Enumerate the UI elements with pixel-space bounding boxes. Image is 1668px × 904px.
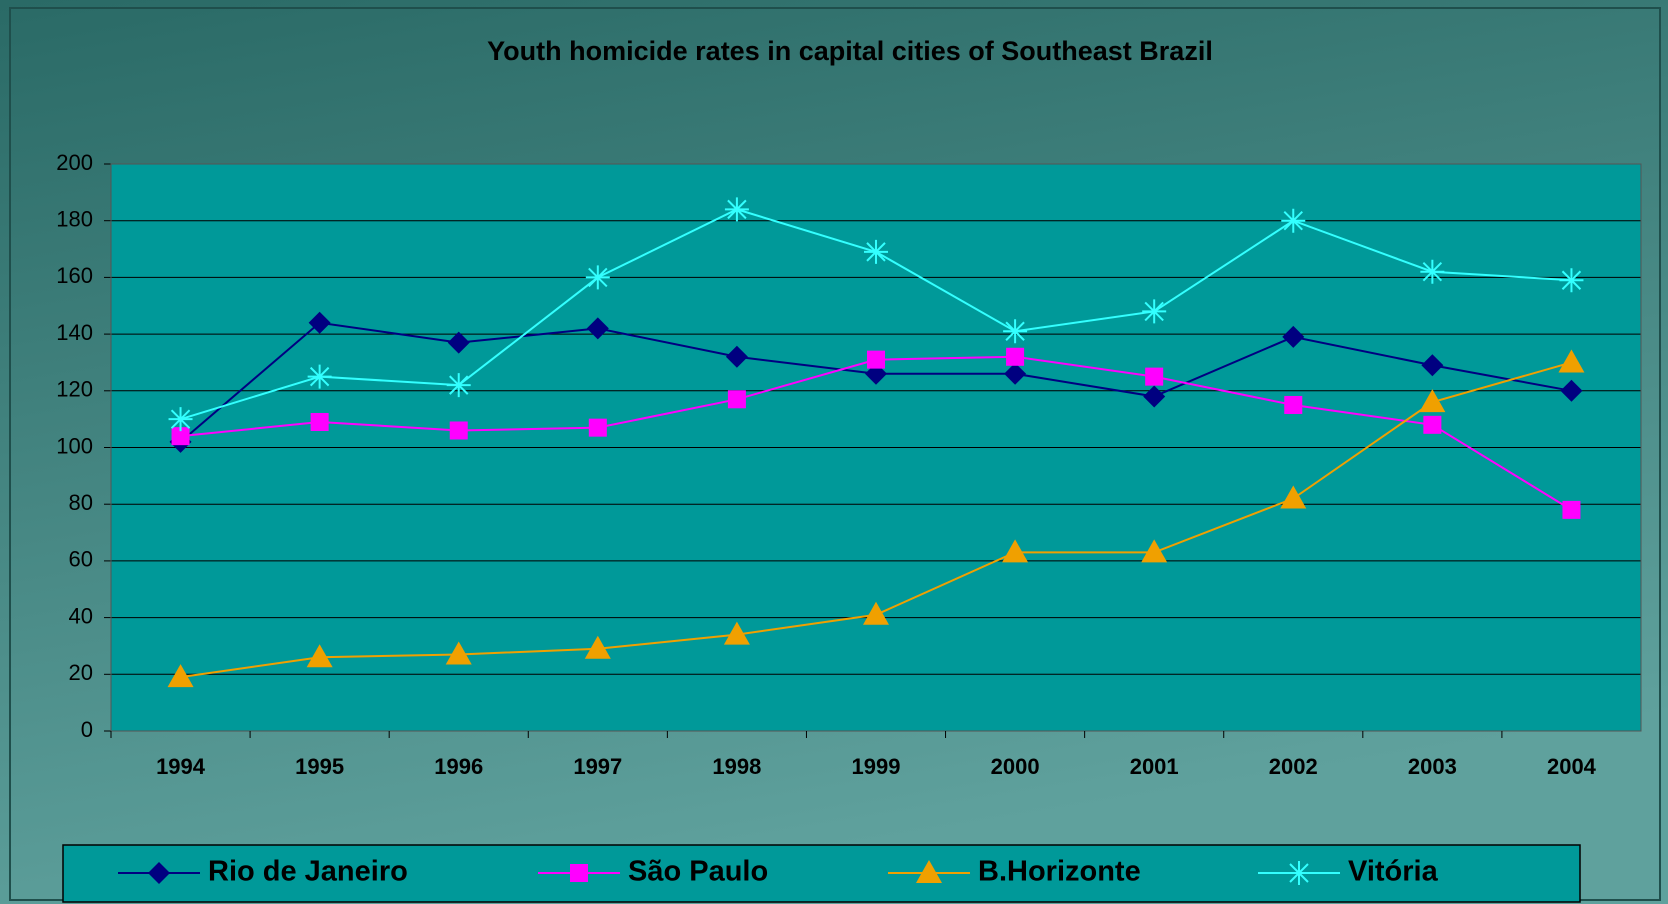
- marker: [308, 365, 332, 389]
- chart: Youth homicide rates in capital cities o…: [0, 0, 1668, 904]
- x-tick-label: 1997: [573, 754, 622, 779]
- marker: [725, 197, 749, 221]
- marker: [1284, 396, 1302, 414]
- y-tick-label: 40: [69, 603, 93, 628]
- legend-label: Vitória: [1348, 856, 1439, 888]
- x-tick-label: 2002: [1269, 754, 1318, 779]
- y-tick-label: 20: [69, 660, 93, 685]
- x-tick-label: 1999: [852, 754, 901, 779]
- marker: [586, 265, 610, 289]
- marker: [864, 240, 888, 264]
- x-tick-label: 1995: [295, 754, 344, 779]
- marker: [867, 351, 885, 369]
- marker: [1420, 260, 1444, 284]
- legend-label: B.Horizonte: [978, 856, 1141, 888]
- marker: [1145, 368, 1163, 386]
- x-tick-label: 2004: [1547, 754, 1597, 779]
- marker: [1287, 861, 1311, 885]
- marker: [447, 373, 471, 397]
- y-tick-label: 160: [56, 263, 93, 288]
- marker: [1423, 416, 1441, 434]
- marker: [1281, 209, 1305, 233]
- page: {"chart_data": {"type": "line", "title":…: [0, 0, 1668, 904]
- x-tick-label: 1994: [156, 754, 206, 779]
- y-tick-label: 120: [56, 377, 93, 402]
- marker: [1562, 501, 1580, 519]
- marker: [1006, 348, 1024, 366]
- marker: [1559, 268, 1583, 292]
- x-tick-label: 2003: [1408, 754, 1457, 779]
- y-tick-label: 180: [56, 207, 93, 232]
- marker: [169, 407, 193, 431]
- legend-label: Rio de Janeiro: [208, 856, 408, 888]
- x-tick-label: 1998: [712, 754, 761, 779]
- y-tick-label: 0: [81, 717, 93, 742]
- x-tick-label: 2001: [1130, 754, 1179, 779]
- marker: [450, 421, 468, 439]
- x-tick-label: 1996: [434, 754, 483, 779]
- y-tick-label: 80: [69, 490, 93, 515]
- legend-label: São Paulo: [628, 856, 768, 888]
- y-tick-label: 200: [56, 150, 93, 175]
- marker: [570, 864, 588, 882]
- y-tick-label: 60: [69, 547, 93, 572]
- marker: [589, 419, 607, 437]
- y-tick-label: 100: [56, 433, 93, 458]
- marker: [311, 413, 329, 431]
- marker: [728, 390, 746, 408]
- x-tick-label: 2000: [991, 754, 1040, 779]
- marker: [1142, 299, 1166, 323]
- chart-title: Youth homicide rates in capital cities o…: [487, 36, 1213, 66]
- marker: [1003, 319, 1027, 343]
- y-tick-label: 140: [56, 320, 93, 345]
